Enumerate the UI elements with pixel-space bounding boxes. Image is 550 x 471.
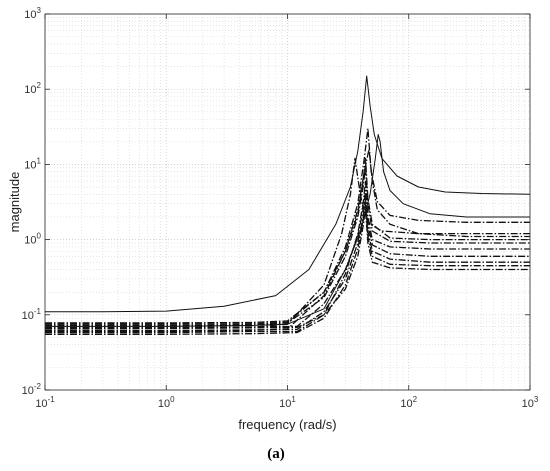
series-line-6 (45, 167, 530, 327)
y-tick-label: 100 (24, 232, 41, 247)
series-line-1 (45, 75, 531, 313)
series-line-8 (45, 189, 530, 329)
y-tick-label: 101 (24, 156, 41, 171)
axis-ticks (44, 13, 531, 391)
x-tick-label: 103 (522, 395, 539, 410)
series-line-7 (45, 180, 530, 334)
x-tick-label: 100 (158, 395, 175, 410)
y-axis-label: magnitude (7, 172, 22, 233)
series-line-10 (45, 203, 530, 335)
x-axis-label: frequency (rad/s) (238, 417, 336, 432)
x-tick-label: 10-1 (35, 395, 55, 410)
y-tick-label: 10-1 (22, 307, 42, 322)
series-line-12 (45, 157, 530, 324)
x-tick-label: 102 (400, 395, 417, 410)
y-tick-label: 10-2 (22, 382, 42, 397)
y-tick-label: 103 (24, 6, 41, 21)
series-line-11 (45, 209, 530, 330)
plot-area (45, 14, 530, 390)
x-tick-label: 101 (279, 395, 296, 410)
series-line-9 (45, 198, 530, 332)
series-line-3 (45, 127, 530, 325)
series-layer (44, 75, 531, 335)
y-tick-label: 102 (24, 81, 41, 96)
figure-caption: (a) (267, 446, 285, 462)
